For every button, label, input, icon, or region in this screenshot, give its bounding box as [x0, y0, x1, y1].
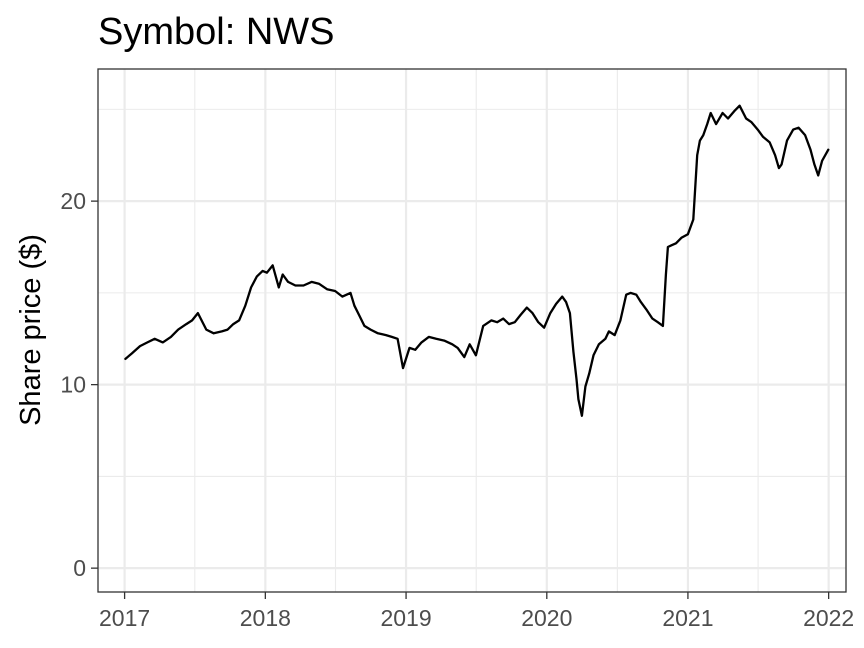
- series-line: [124, 104, 830, 417]
- series-layer: [124, 104, 830, 417]
- y-tick-label: 10: [60, 372, 86, 398]
- y-axis-label: Share price ($): [15, 234, 47, 426]
- major-gridlines: [98, 69, 846, 592]
- panel-border: [97, 68, 847, 593]
- x-tick-label: 2018: [240, 605, 291, 631]
- minor-gridlines: [98, 69, 846, 592]
- x-tick-label: 2020: [521, 605, 572, 631]
- y-axis: 0 10 20: [60, 188, 98, 581]
- y-tick-label: 20: [60, 188, 86, 214]
- chart-title: Symbol: NWS: [98, 11, 334, 53]
- x-tick-label: 2021: [662, 605, 713, 631]
- y-tick-label: 0: [73, 555, 86, 581]
- x-tick-label: 2017: [99, 605, 150, 631]
- x-tick-label: 2022: [803, 605, 854, 631]
- x-axis: 2017 2018 2019 2020 2021 2022: [99, 592, 854, 631]
- x-tick-label: 2019: [380, 605, 431, 631]
